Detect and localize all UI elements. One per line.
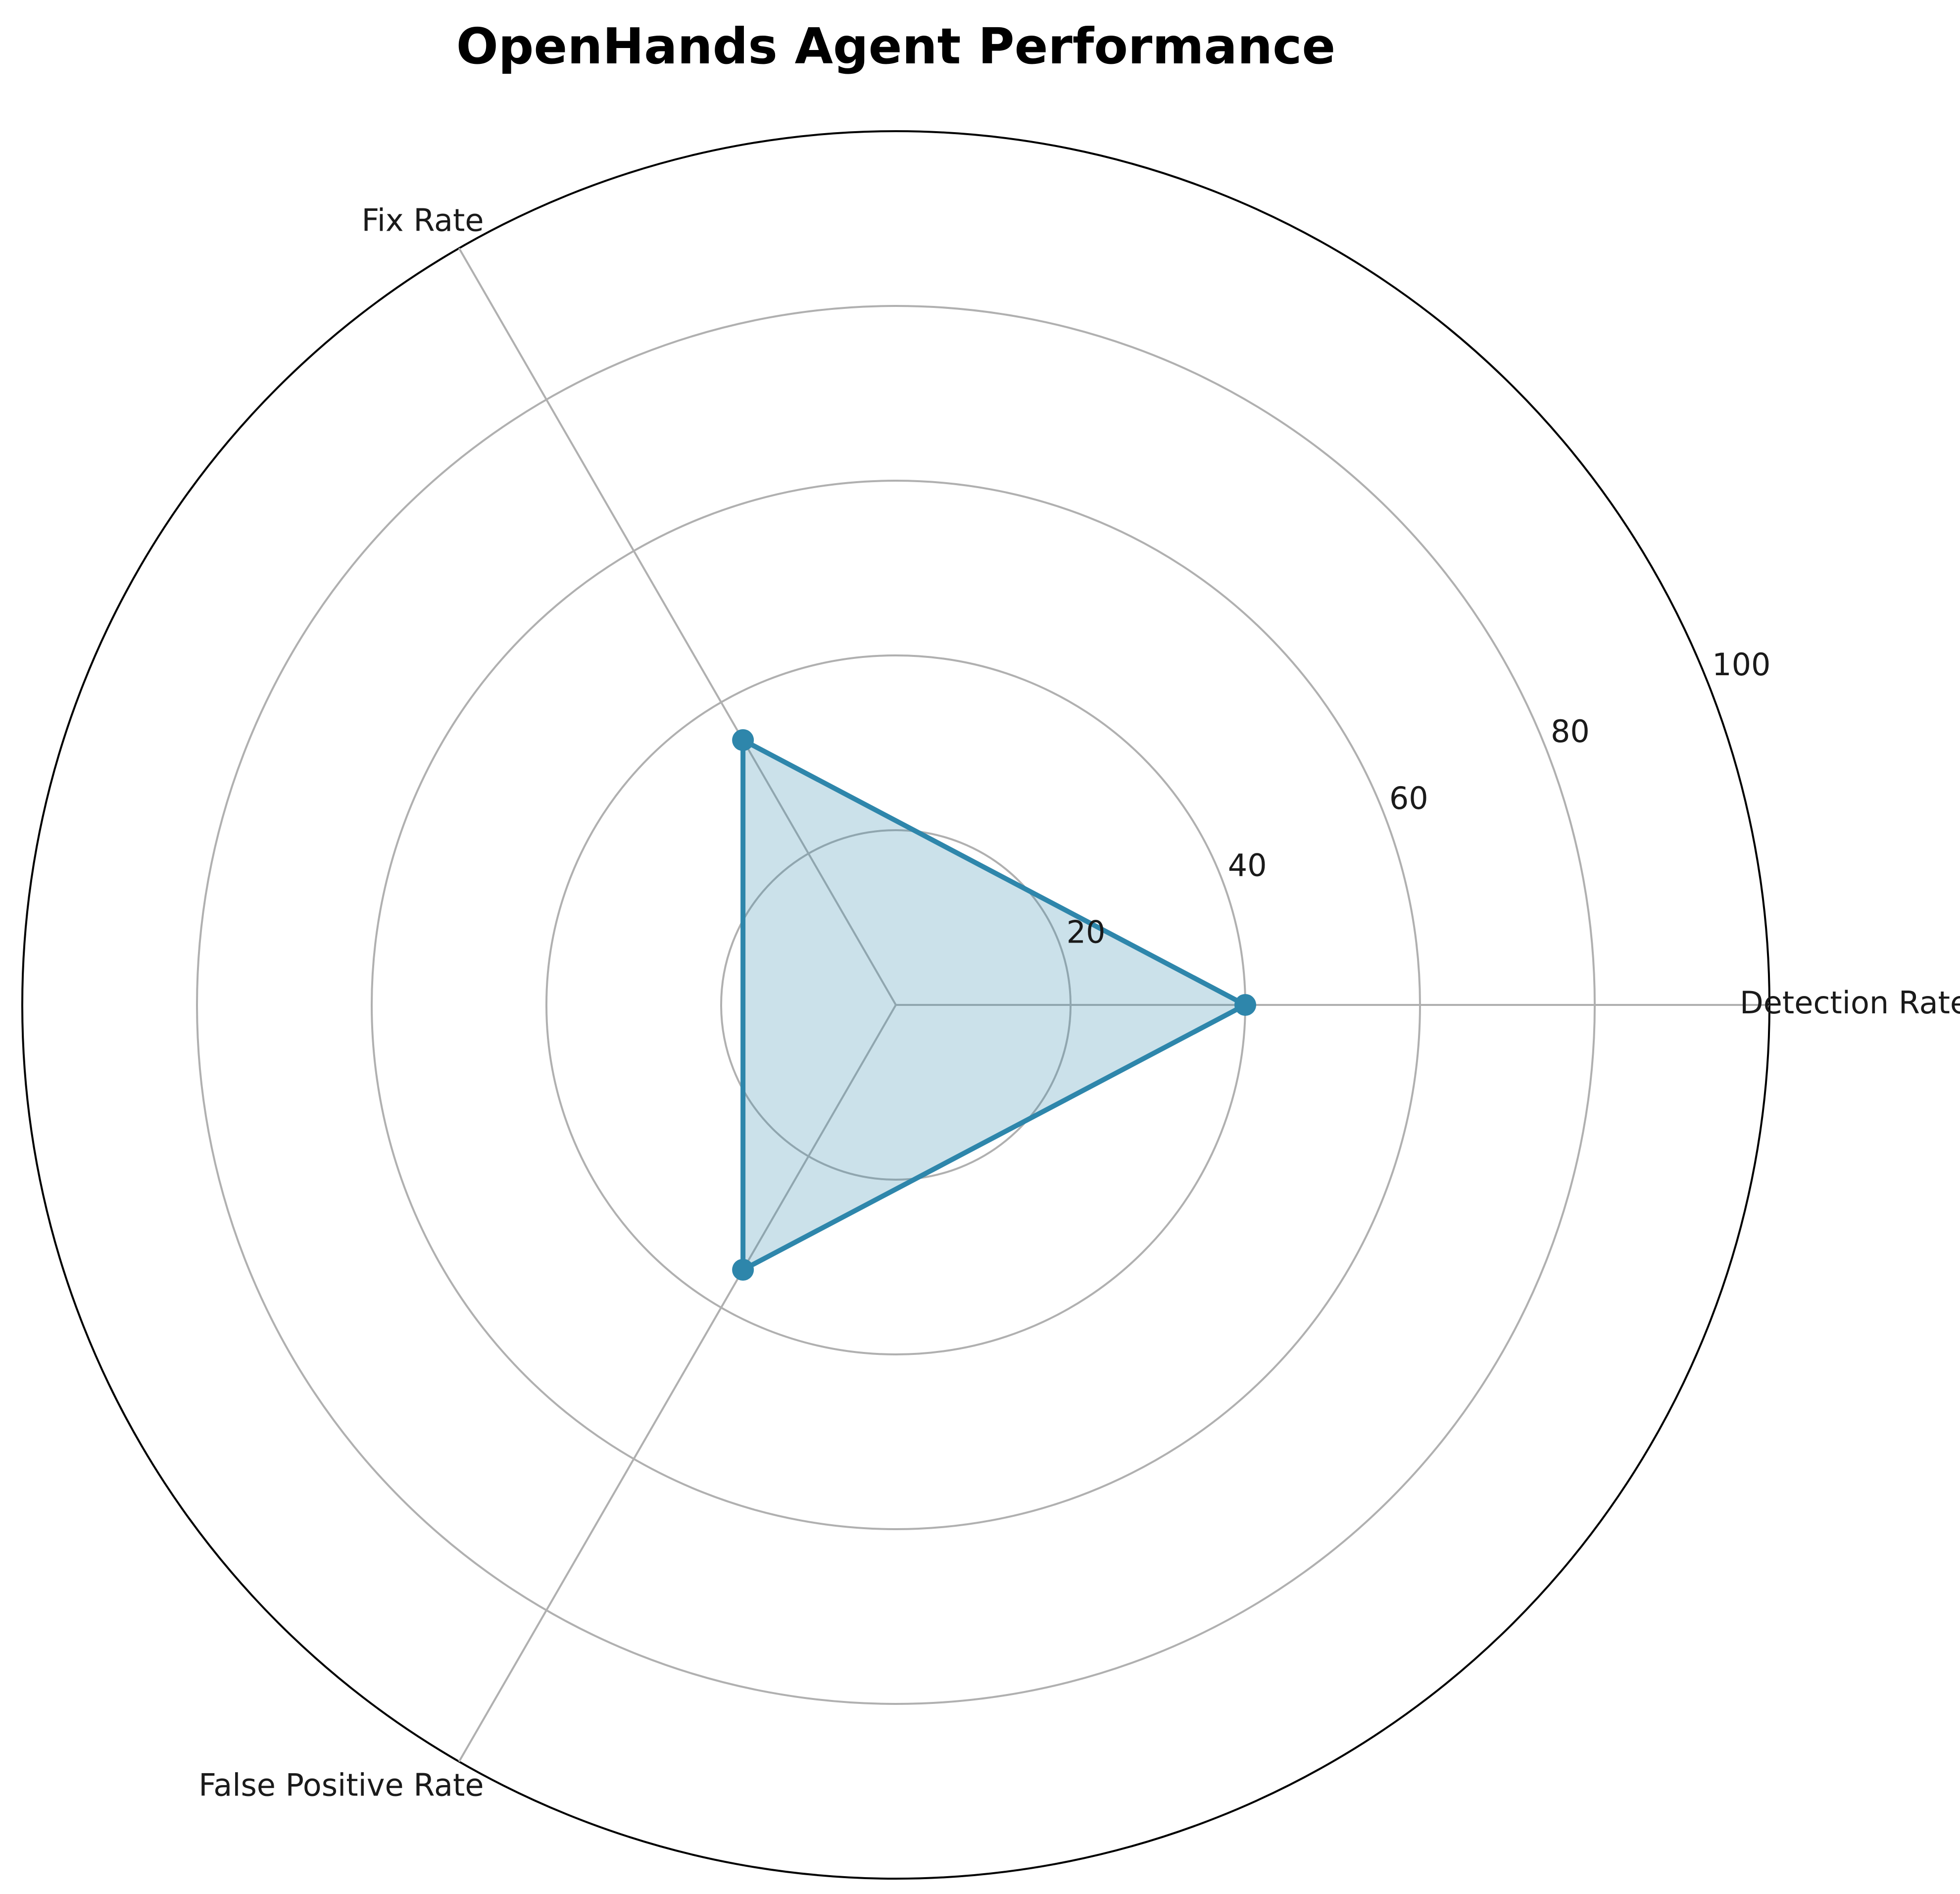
category-label-fix-rate: Fix Rate	[362, 202, 484, 239]
series-line	[740, 738, 1248, 1272]
spoke-2	[458, 1004, 897, 1762]
data-series	[732, 729, 1256, 1281]
chart-title: OpenHands Agent Performance	[456, 17, 1335, 75]
category-label-detection-rate: Detection Rate	[1740, 985, 1960, 1021]
data-point-fix-rate	[732, 729, 754, 751]
category-labels: Detection Rate Fix Rate False Positive Rat…	[198, 202, 1960, 1803]
angular-grid	[458, 248, 1769, 1762]
category-label-false-positive-rate: False Positive Rate	[198, 1767, 484, 1803]
r-tick-label-100: 100	[1712, 647, 1770, 683]
r-tick-label-60: 60	[1389, 780, 1428, 816]
data-point-false-positive-rate	[732, 1258, 754, 1281]
spoke-1	[458, 248, 897, 1005]
r-tick-label-20: 20	[1067, 914, 1106, 950]
radial-tick-labels: 20 40 60 80 100	[1067, 647, 1771, 950]
data-point-detection-rate	[1234, 994, 1256, 1016]
series-area	[743, 740, 1245, 1270]
r-tick-label-80: 80	[1551, 713, 1590, 749]
r-tick-label-40: 40	[1228, 847, 1267, 883]
